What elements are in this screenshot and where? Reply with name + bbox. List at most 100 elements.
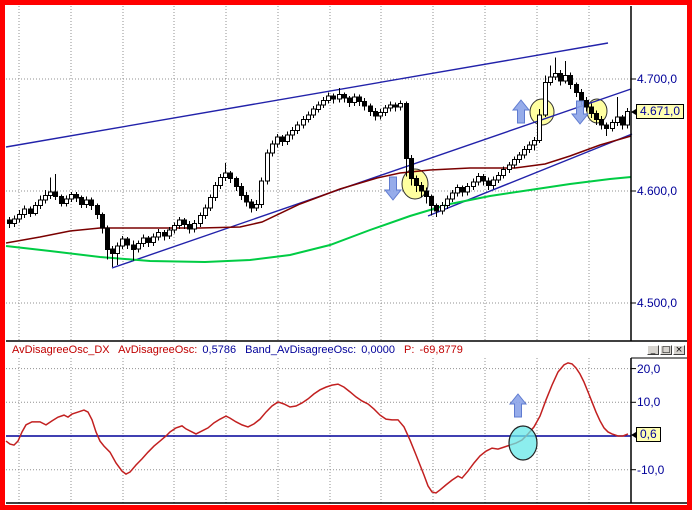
candle xyxy=(316,104,321,110)
candle xyxy=(352,96,357,104)
candle xyxy=(290,130,295,136)
candle xyxy=(7,219,12,225)
upper-channel-line xyxy=(5,42,609,148)
candle xyxy=(404,103,409,159)
rising-trendline xyxy=(111,88,632,269)
candle xyxy=(501,169,506,176)
p-value-label: P: xyxy=(404,344,415,356)
candle xyxy=(187,224,192,230)
candle xyxy=(512,159,517,166)
candle xyxy=(131,244,136,250)
candle xyxy=(604,124,609,129)
candle xyxy=(270,143,275,154)
candle xyxy=(481,175,486,182)
candle xyxy=(409,158,414,180)
candle xyxy=(471,181,476,187)
candle xyxy=(22,208,27,215)
y-axis-tick-label: 20,0 xyxy=(637,361,661,376)
candles-layer xyxy=(7,57,630,268)
candle xyxy=(378,112,383,117)
close-button[interactable]: × xyxy=(673,345,685,355)
candle xyxy=(146,237,151,243)
candle xyxy=(249,201,254,209)
candle xyxy=(177,219,182,227)
candle xyxy=(64,198,69,204)
candle xyxy=(43,195,48,201)
candle xyxy=(167,229,172,237)
candle xyxy=(558,72,563,82)
candle xyxy=(532,140,537,146)
candle xyxy=(306,114,311,120)
last-price-box: 4.671,0 xyxy=(630,104,685,119)
candle xyxy=(213,184,218,199)
candle xyxy=(445,198,450,207)
candle xyxy=(79,197,84,205)
candle xyxy=(383,107,388,114)
candle xyxy=(208,197,213,209)
candle xyxy=(141,237,146,245)
y-axis-tick-label: 4.700,0 xyxy=(637,72,678,86)
candle xyxy=(254,203,259,209)
candle xyxy=(594,113,599,120)
candle xyxy=(589,106,594,115)
candle xyxy=(239,186,244,196)
candle xyxy=(28,208,33,214)
candle xyxy=(100,214,105,229)
candle xyxy=(599,118,604,126)
candle xyxy=(440,205,445,212)
candle xyxy=(326,95,331,101)
down-arrow-icon xyxy=(383,176,403,201)
candle xyxy=(579,91,584,101)
candle xyxy=(203,207,208,217)
candle xyxy=(491,179,496,186)
maximize-button[interactable]: □ xyxy=(660,344,672,355)
candle xyxy=(74,193,79,199)
y-axis-tick-label: 4.600,0 xyxy=(637,184,678,198)
candle xyxy=(543,81,548,116)
minimize-button[interactable]: _ xyxy=(647,345,659,355)
indicator-value: 0,5786 xyxy=(202,344,237,356)
candle xyxy=(59,196,64,204)
candle xyxy=(615,116,620,124)
candle xyxy=(218,177,223,186)
candle xyxy=(321,99,326,106)
oscillator-line xyxy=(5,362,629,494)
candle xyxy=(311,108,316,116)
candle xyxy=(548,76,553,83)
candle xyxy=(12,218,17,224)
candle xyxy=(244,195,249,203)
candle xyxy=(38,199,43,207)
candle xyxy=(342,94,347,99)
y-axis-tick-label: -10,0 xyxy=(637,462,665,477)
candle xyxy=(223,172,228,179)
candle xyxy=(182,219,187,226)
indicator-name: AvDisagreeOsc_DX xyxy=(12,344,110,356)
candle xyxy=(568,75,573,86)
candle xyxy=(198,215,203,224)
candle xyxy=(110,248,115,255)
candle xyxy=(455,187,460,194)
candle xyxy=(625,111,630,126)
oscillator-value-box: 0,6 xyxy=(631,427,661,442)
candle xyxy=(89,199,94,207)
candle xyxy=(234,178,239,187)
candle xyxy=(434,205,439,212)
candle xyxy=(424,190,429,198)
signal-circle xyxy=(508,425,538,461)
candle xyxy=(53,191,58,198)
candle xyxy=(301,118,306,126)
candle xyxy=(162,231,167,237)
candle xyxy=(610,122,615,129)
candle xyxy=(259,180,264,205)
candle xyxy=(347,97,352,103)
candle xyxy=(275,136,280,145)
candle xyxy=(388,104,393,109)
indicator-title-row: AvDisagreeOsc_DX AvDisagreeOsc: 0,5786 B… xyxy=(12,344,469,356)
candle xyxy=(414,178,419,186)
candle xyxy=(553,72,558,78)
candle xyxy=(156,231,161,238)
candle xyxy=(584,99,589,108)
candle xyxy=(460,187,465,193)
